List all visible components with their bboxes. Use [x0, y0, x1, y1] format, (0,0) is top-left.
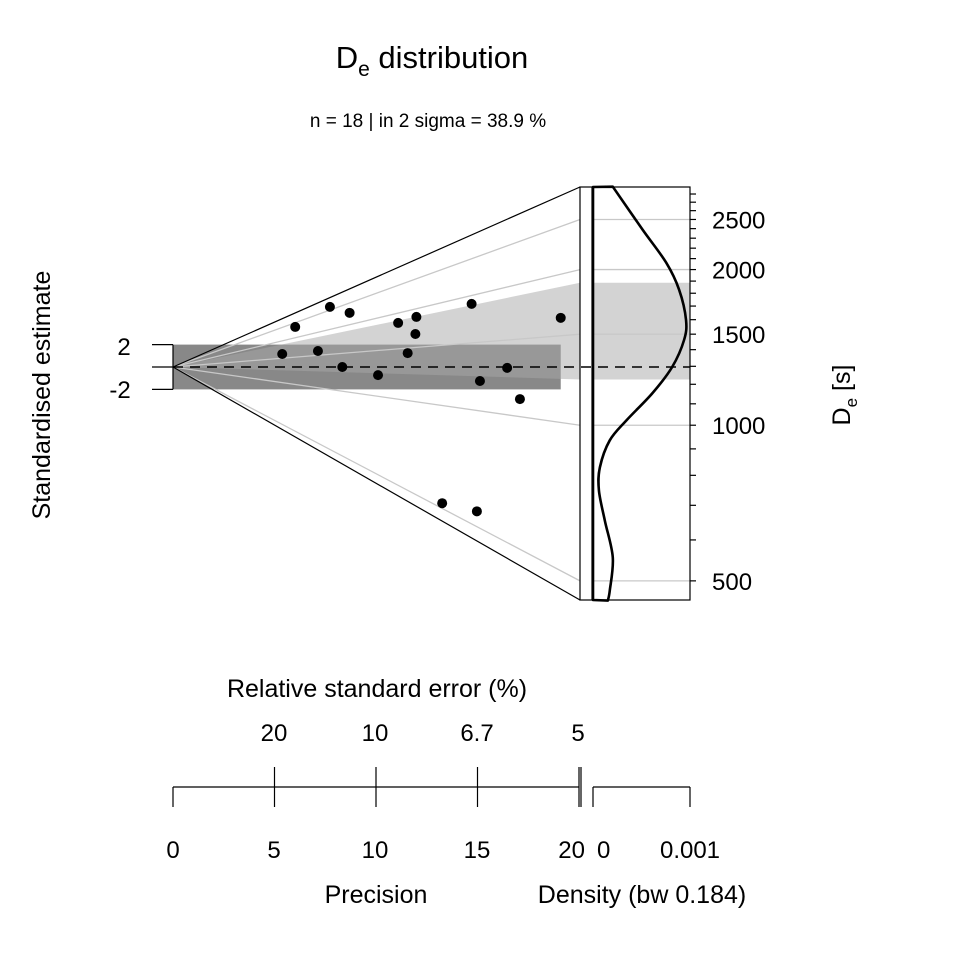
data-point — [555, 312, 566, 323]
precision-tick-label: 15 — [464, 837, 491, 864]
rse-tick-label: 6.7 — [460, 720, 493, 747]
title-subscript: e — [358, 58, 370, 81]
z-tick-label: 2000 — [712, 258, 765, 285]
data-point — [411, 311, 422, 322]
density-curve — [591, 185, 688, 602]
y-tick-label: -2 — [109, 377, 130, 404]
data-point — [344, 307, 355, 318]
z-label-rest: [s] — [828, 365, 856, 398]
data-point — [514, 394, 525, 405]
highlight-band — [173, 282, 690, 380]
density-axis-label: Density (bw 0.184) — [538, 881, 746, 909]
y-axis-label: Standardised estimate — [28, 271, 56, 520]
plot-geometry — [152, 185, 696, 807]
rse-tick-label: 5 — [571, 720, 584, 747]
data-point — [290, 321, 301, 332]
data-point — [277, 349, 288, 360]
data-point — [337, 362, 348, 372]
data-point — [402, 348, 413, 359]
wedge-lower-edge — [172, 366, 581, 601]
precision-tick-label: 10 — [362, 837, 389, 864]
data-point — [502, 362, 513, 373]
chart-subtitle: n = 18 | in 2 sigma = 38.9 % — [310, 111, 546, 132]
chart-title: De distribution — [336, 40, 529, 81]
z-tick-label: 1500 — [712, 322, 765, 349]
precision-tick-label: 5 — [267, 837, 280, 864]
y-tick-label: 2 — [117, 334, 130, 361]
data-point — [324, 301, 335, 312]
reference-line — [172, 333, 581, 368]
reference-line — [172, 268, 581, 368]
rse-tick-label: 10 — [362, 720, 389, 747]
rse-tick-label: 20 — [261, 720, 288, 747]
data-point — [312, 346, 323, 357]
reference-line — [172, 218, 581, 368]
radial-axis-bar — [579, 186, 593, 601]
precision-axis-label: Precision — [325, 881, 428, 909]
reference-line — [172, 366, 581, 582]
rse-axis-label: Relative standard error (%) — [227, 675, 527, 703]
data-point — [437, 498, 448, 509]
data-point — [471, 506, 482, 517]
data-point — [393, 317, 404, 328]
z-tick-label: 2500 — [712, 207, 765, 234]
data-point — [466, 298, 477, 309]
data-point — [410, 328, 421, 339]
z-tick-label: 500 — [712, 569, 752, 596]
z-label-subscript: e — [842, 398, 861, 407]
precision-tick-label: 0 — [166, 837, 179, 864]
data-point — [474, 376, 485, 387]
z-tick-label: 1000 — [712, 413, 765, 440]
reference-line — [172, 366, 581, 426]
title-main: D — [336, 40, 358, 75]
z-label-main: D — [828, 407, 856, 425]
title-rest: distribution — [370, 40, 529, 75]
wedge-upper-edge — [172, 186, 581, 368]
data-point — [373, 370, 384, 381]
density-panel-frame — [592, 186, 691, 601]
density-tick-label: 0.001 — [660, 837, 720, 864]
z-axis-label: De [s] — [828, 365, 861, 426]
density-tick-label: 0 — [597, 837, 610, 864]
precision-tick-label: 20 — [558, 837, 585, 864]
z-tick-labels: 2500 2000 1500 1000 500 — [712, 207, 765, 595]
